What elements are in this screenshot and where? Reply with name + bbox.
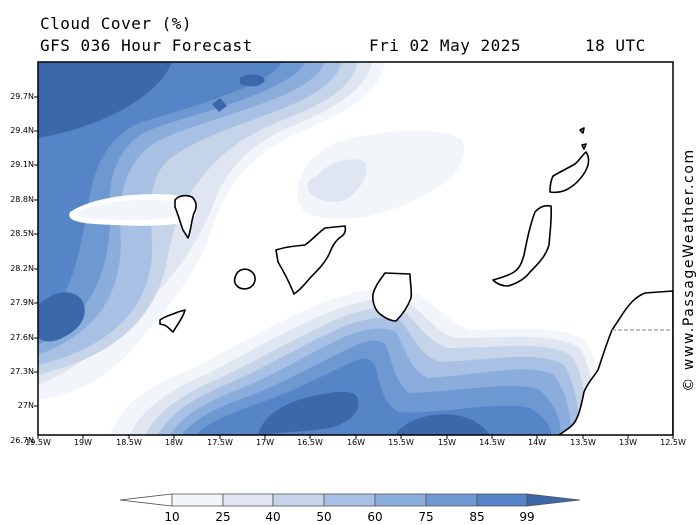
island-gran-canaria — [372, 272, 413, 322]
lon-label: 17W — [255, 438, 275, 447]
chart-title: Cloud Cover (%) — [40, 14, 192, 33]
island-el-hierro — [159, 309, 186, 333]
colorbar-label: 75 — [418, 510, 434, 524]
colorbar-swatch — [425, 493, 478, 507]
lat-label: 27.9N — [10, 298, 34, 307]
lat-label: 27N — [17, 401, 34, 410]
watermark: © www.PassageWeather.com — [681, 148, 697, 392]
colorbar-swatch — [476, 493, 528, 507]
colorbar-label: 60 — [367, 510, 383, 524]
lon-label: 13W — [618, 438, 638, 447]
colorbar-swatch — [272, 493, 325, 507]
colorbar-high-arrow — [526, 493, 581, 507]
island-fuerteventura — [492, 204, 553, 287]
lon-label: 16W — [346, 438, 366, 447]
lat-label: 28.8N — [10, 195, 34, 204]
colorbar-label: 10 — [164, 510, 180, 524]
africa-coastline — [557, 290, 673, 435]
colorbar-swatch — [323, 493, 376, 507]
lon-label: 15.5W — [388, 438, 414, 447]
island-alegranza — [581, 143, 587, 150]
lat-label: 29.4N — [10, 126, 34, 135]
cloud-region-northwest — [38, 62, 385, 400]
lat-label: 28.5N — [10, 229, 34, 238]
lon-label: 19.5W — [25, 438, 51, 447]
lat-label: 28.2N — [10, 264, 34, 273]
model-label: GFS 036 Hour Forecast — [40, 36, 253, 55]
colorbar-swatch — [374, 493, 427, 507]
colorbar-swatch — [171, 493, 224, 507]
colorbar-label: 40 — [265, 510, 281, 524]
lon-label: 13.5W — [570, 438, 596, 447]
cloud-region-south — [110, 288, 604, 435]
lon-label: 19W — [73, 438, 93, 447]
cloud-field — [38, 62, 673, 435]
lat-label: 26.7N — [10, 436, 34, 445]
canary-islands — [159, 127, 590, 333]
colorbar-swatch — [222, 493, 274, 507]
lon-label: 16.5W — [297, 438, 323, 447]
island-lanzarote — [549, 151, 590, 194]
island-montana-clara — [579, 127, 585, 134]
lon-label: 17.5W — [207, 438, 233, 447]
lon-label: 12.5W — [660, 438, 686, 447]
colorbar-low-arrow — [119, 493, 173, 507]
forecast-time: 18 UTC — [585, 36, 646, 55]
lon-label: 18.5W — [116, 438, 142, 447]
cloud-clear-band — [69, 194, 197, 226]
colorbar-label: 25 — [215, 510, 231, 524]
lon-label: 18W — [164, 438, 184, 447]
lon-label: 14W — [527, 438, 547, 447]
forecast-date: Fri 02 May 2025 — [369, 36, 521, 55]
lat-label: 27.6N — [10, 333, 34, 342]
island-tenerife — [275, 225, 347, 295]
colorbar-label: 50 — [316, 510, 332, 524]
island-la-palma — [174, 194, 197, 239]
cloud-region-center — [297, 130, 465, 219]
lon-label: 15W — [437, 438, 457, 447]
lon-label: 14.5W — [479, 438, 505, 447]
lat-label: 29.1N — [10, 160, 34, 169]
axis-ticks — [34, 96, 674, 439]
colorbar — [119, 493, 581, 507]
colorbar-label: 99 — [519, 510, 535, 524]
colorbar-label: 85 — [469, 510, 485, 524]
island-la-gomera — [233, 268, 256, 290]
lat-label: 27.3N — [10, 367, 34, 376]
lat-label: 29.7N — [10, 92, 34, 101]
